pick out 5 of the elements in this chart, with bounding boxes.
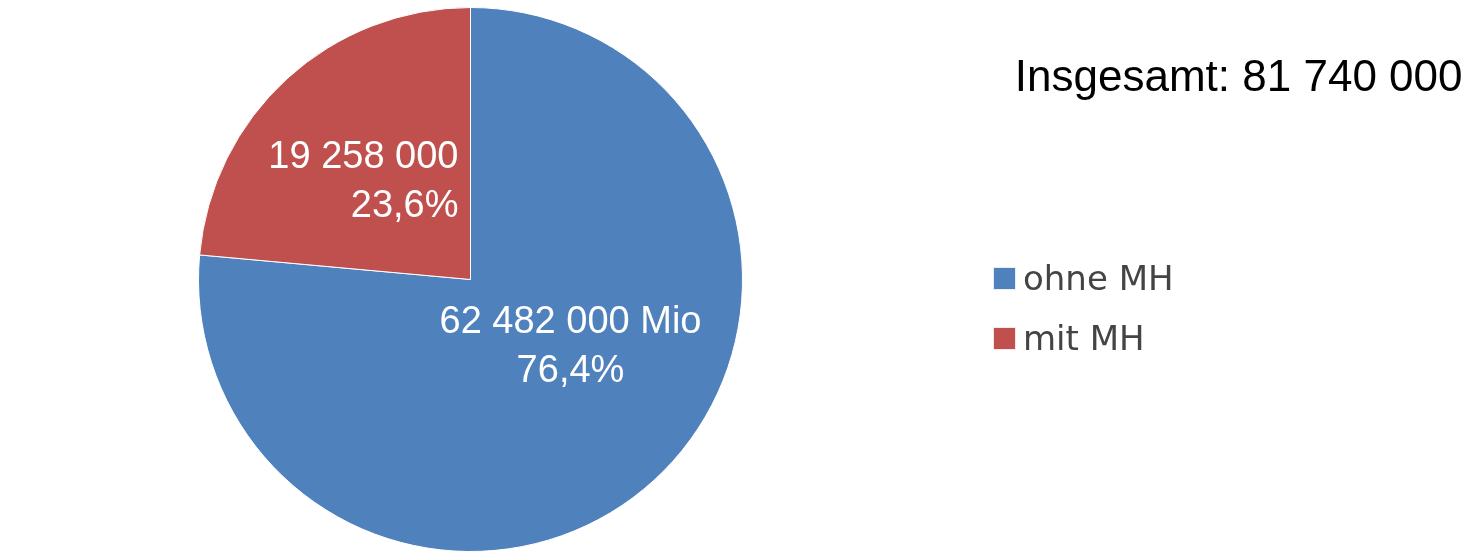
data-label: 19 258 000 23,6% xyxy=(268,134,459,225)
legend-label: mit MH xyxy=(1023,318,1145,358)
legend-label: ohne MH xyxy=(1023,258,1174,298)
data-label: 62 482 000 Mio 76,4% xyxy=(439,299,702,390)
text: Insgesamt: 81 740 000 xyxy=(1014,51,1463,100)
